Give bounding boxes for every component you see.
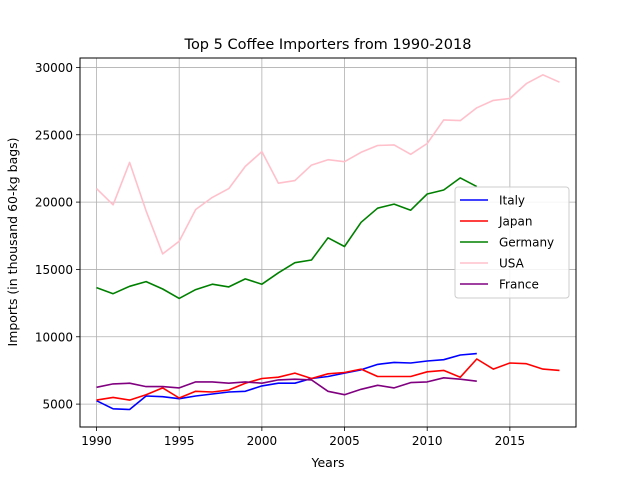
legend-label-germany: Germany (499, 236, 554, 250)
x-tick-label: 2015 (495, 434, 526, 448)
x-tick-label: 1990 (81, 434, 112, 448)
series-line-france (96, 376, 477, 396)
chart-title: Top 5 Coffee Importers from 1990-2018 (184, 37, 472, 53)
x-axis-label: Years (311, 455, 345, 470)
x-tick-label: 2000 (247, 434, 278, 448)
legend-entries: Italy Japan Germany USA France (460, 194, 554, 292)
x-tick-label: 2005 (329, 434, 360, 448)
x-tick-label: 1995 (164, 434, 195, 448)
y-axis-label: Imports (in thousand 60-kg bags) (5, 137, 20, 346)
series-line-usa (95, 74, 560, 255)
y-tick-label: 20000 (35, 196, 73, 210)
axis-ticks: 1990 1995 2000 2005 2010 2015 5000 10000 15000 20… (35, 61, 525, 448)
legend-label-japan: Japan (498, 215, 532, 229)
y-tick-label: 25000 (35, 128, 73, 142)
legend-label-usa: USA (499, 257, 525, 271)
y-tick-label: 30000 (35, 61, 73, 75)
y-tick-label: 10000 (35, 330, 73, 344)
legend-label-france: France (499, 278, 539, 292)
y-tick-label: 15000 (35, 263, 73, 277)
series-line-germany (96, 177, 478, 300)
legend-label-italy: Italy (499, 194, 525, 208)
x-tick-label: 2010 (412, 434, 443, 448)
y-tick-label: 5000 (42, 398, 73, 412)
series-line-italy (96, 352, 477, 411)
legend-box (454, 186, 570, 299)
series-line-japan (96, 358, 560, 401)
series-lines (95, 74, 560, 411)
legend: Italy Japan Germany USA France (454, 186, 570, 299)
plot-frame (79, 57, 577, 428)
